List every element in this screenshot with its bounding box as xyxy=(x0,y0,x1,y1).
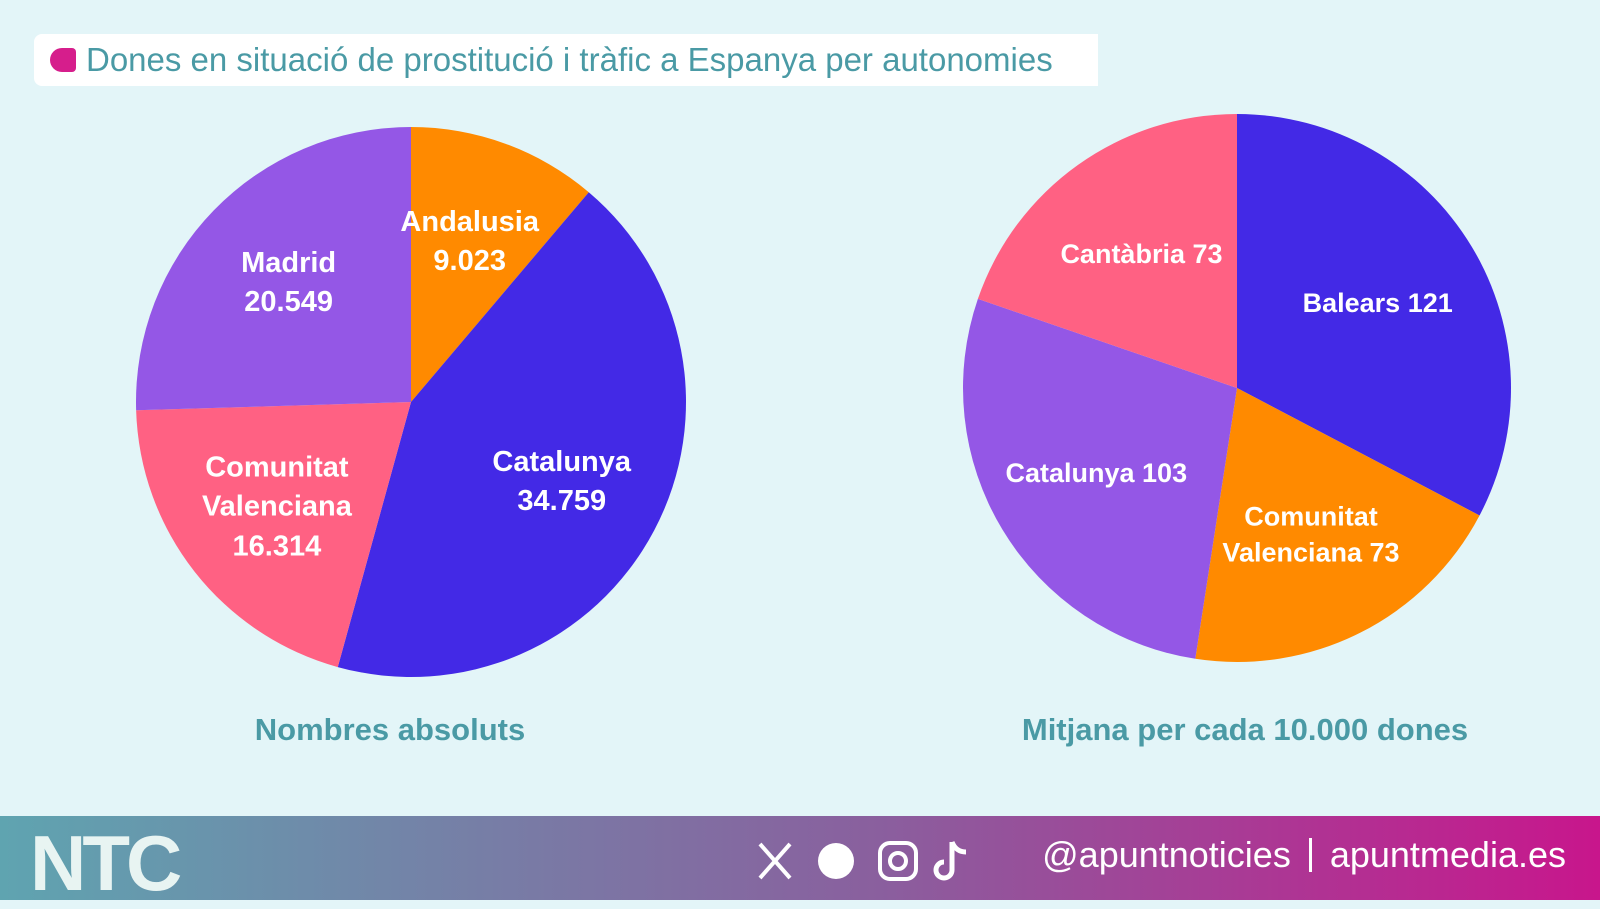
pie-slice xyxy=(136,402,411,668)
pie-slice xyxy=(962,298,1237,659)
slice-category: Catalunya xyxy=(1005,457,1135,488)
slice-category: Cantàbria xyxy=(1060,238,1185,269)
pie-slice xyxy=(411,127,589,402)
slice-label: Andalusia 9.023 xyxy=(380,203,560,281)
slice-value: 73 xyxy=(1369,537,1400,568)
social-icons xyxy=(758,840,967,881)
slice-category: Andalusia xyxy=(400,205,539,238)
slice-category: Madrid xyxy=(241,247,337,280)
slice-category: Catalunya xyxy=(492,445,632,478)
slice-label: Catalunya 103 xyxy=(989,455,1204,491)
charts xyxy=(136,114,1511,677)
handle[interactable]: @apuntnoticies xyxy=(1042,834,1291,875)
instagram-icon[interactable] xyxy=(878,841,918,881)
slice-category: Comunitat Valenciana xyxy=(201,451,352,523)
instagram-lens xyxy=(888,851,908,871)
slice-value: 9.023 xyxy=(433,244,506,277)
title-box: Dones en situació de prostitució i tràfi… xyxy=(34,34,1098,86)
slice-category: Comunitat Valenciana xyxy=(1222,501,1378,568)
separator xyxy=(1308,838,1312,872)
slice-label: Comunitat Valenciana 73 xyxy=(1204,498,1419,571)
slice-value: 34.759 xyxy=(517,484,607,517)
tiktok-icon[interactable] xyxy=(933,840,967,881)
footer: NTC @apuntnoticies apuntmedia.es xyxy=(0,816,1600,907)
slice-label: Cantàbria 73 xyxy=(1034,236,1249,272)
facebook-icon[interactable] xyxy=(818,843,854,879)
logo: NTC xyxy=(30,819,182,907)
slice-value: 16.314 xyxy=(232,529,322,562)
slice-label: Balears 121 xyxy=(1270,285,1485,321)
pie-slice xyxy=(136,127,412,411)
page-title: Dones en situació de prostitució i tràfi… xyxy=(86,41,1053,78)
slice-label: Comunitat Valenciana 16.314 xyxy=(187,449,367,566)
slice-label: Madrid 20.549 xyxy=(199,244,379,322)
slice-category: Balears xyxy=(1302,287,1401,318)
slice-value: 121 xyxy=(1407,287,1453,318)
x-icon[interactable] xyxy=(758,842,792,880)
site[interactable]: apuntmedia.es xyxy=(1329,834,1566,875)
pie-title: Mitjana per cada 10.000 dones xyxy=(1021,712,1469,747)
handles: @apuntnoticies apuntmedia.es xyxy=(1042,834,1566,876)
title-chip xyxy=(50,48,76,72)
slice-value: 73 xyxy=(1192,238,1223,269)
pie-slice xyxy=(1195,388,1480,663)
pie-slice xyxy=(977,114,1237,388)
pie-slice xyxy=(1237,114,1511,516)
slice-value: 103 xyxy=(1142,457,1188,488)
slice-label: Catalunya 34.759 xyxy=(472,443,652,521)
pie-title: Nombres absoluts xyxy=(254,712,526,747)
slice-value: 20.549 xyxy=(244,286,333,319)
pie-slice xyxy=(337,192,686,677)
